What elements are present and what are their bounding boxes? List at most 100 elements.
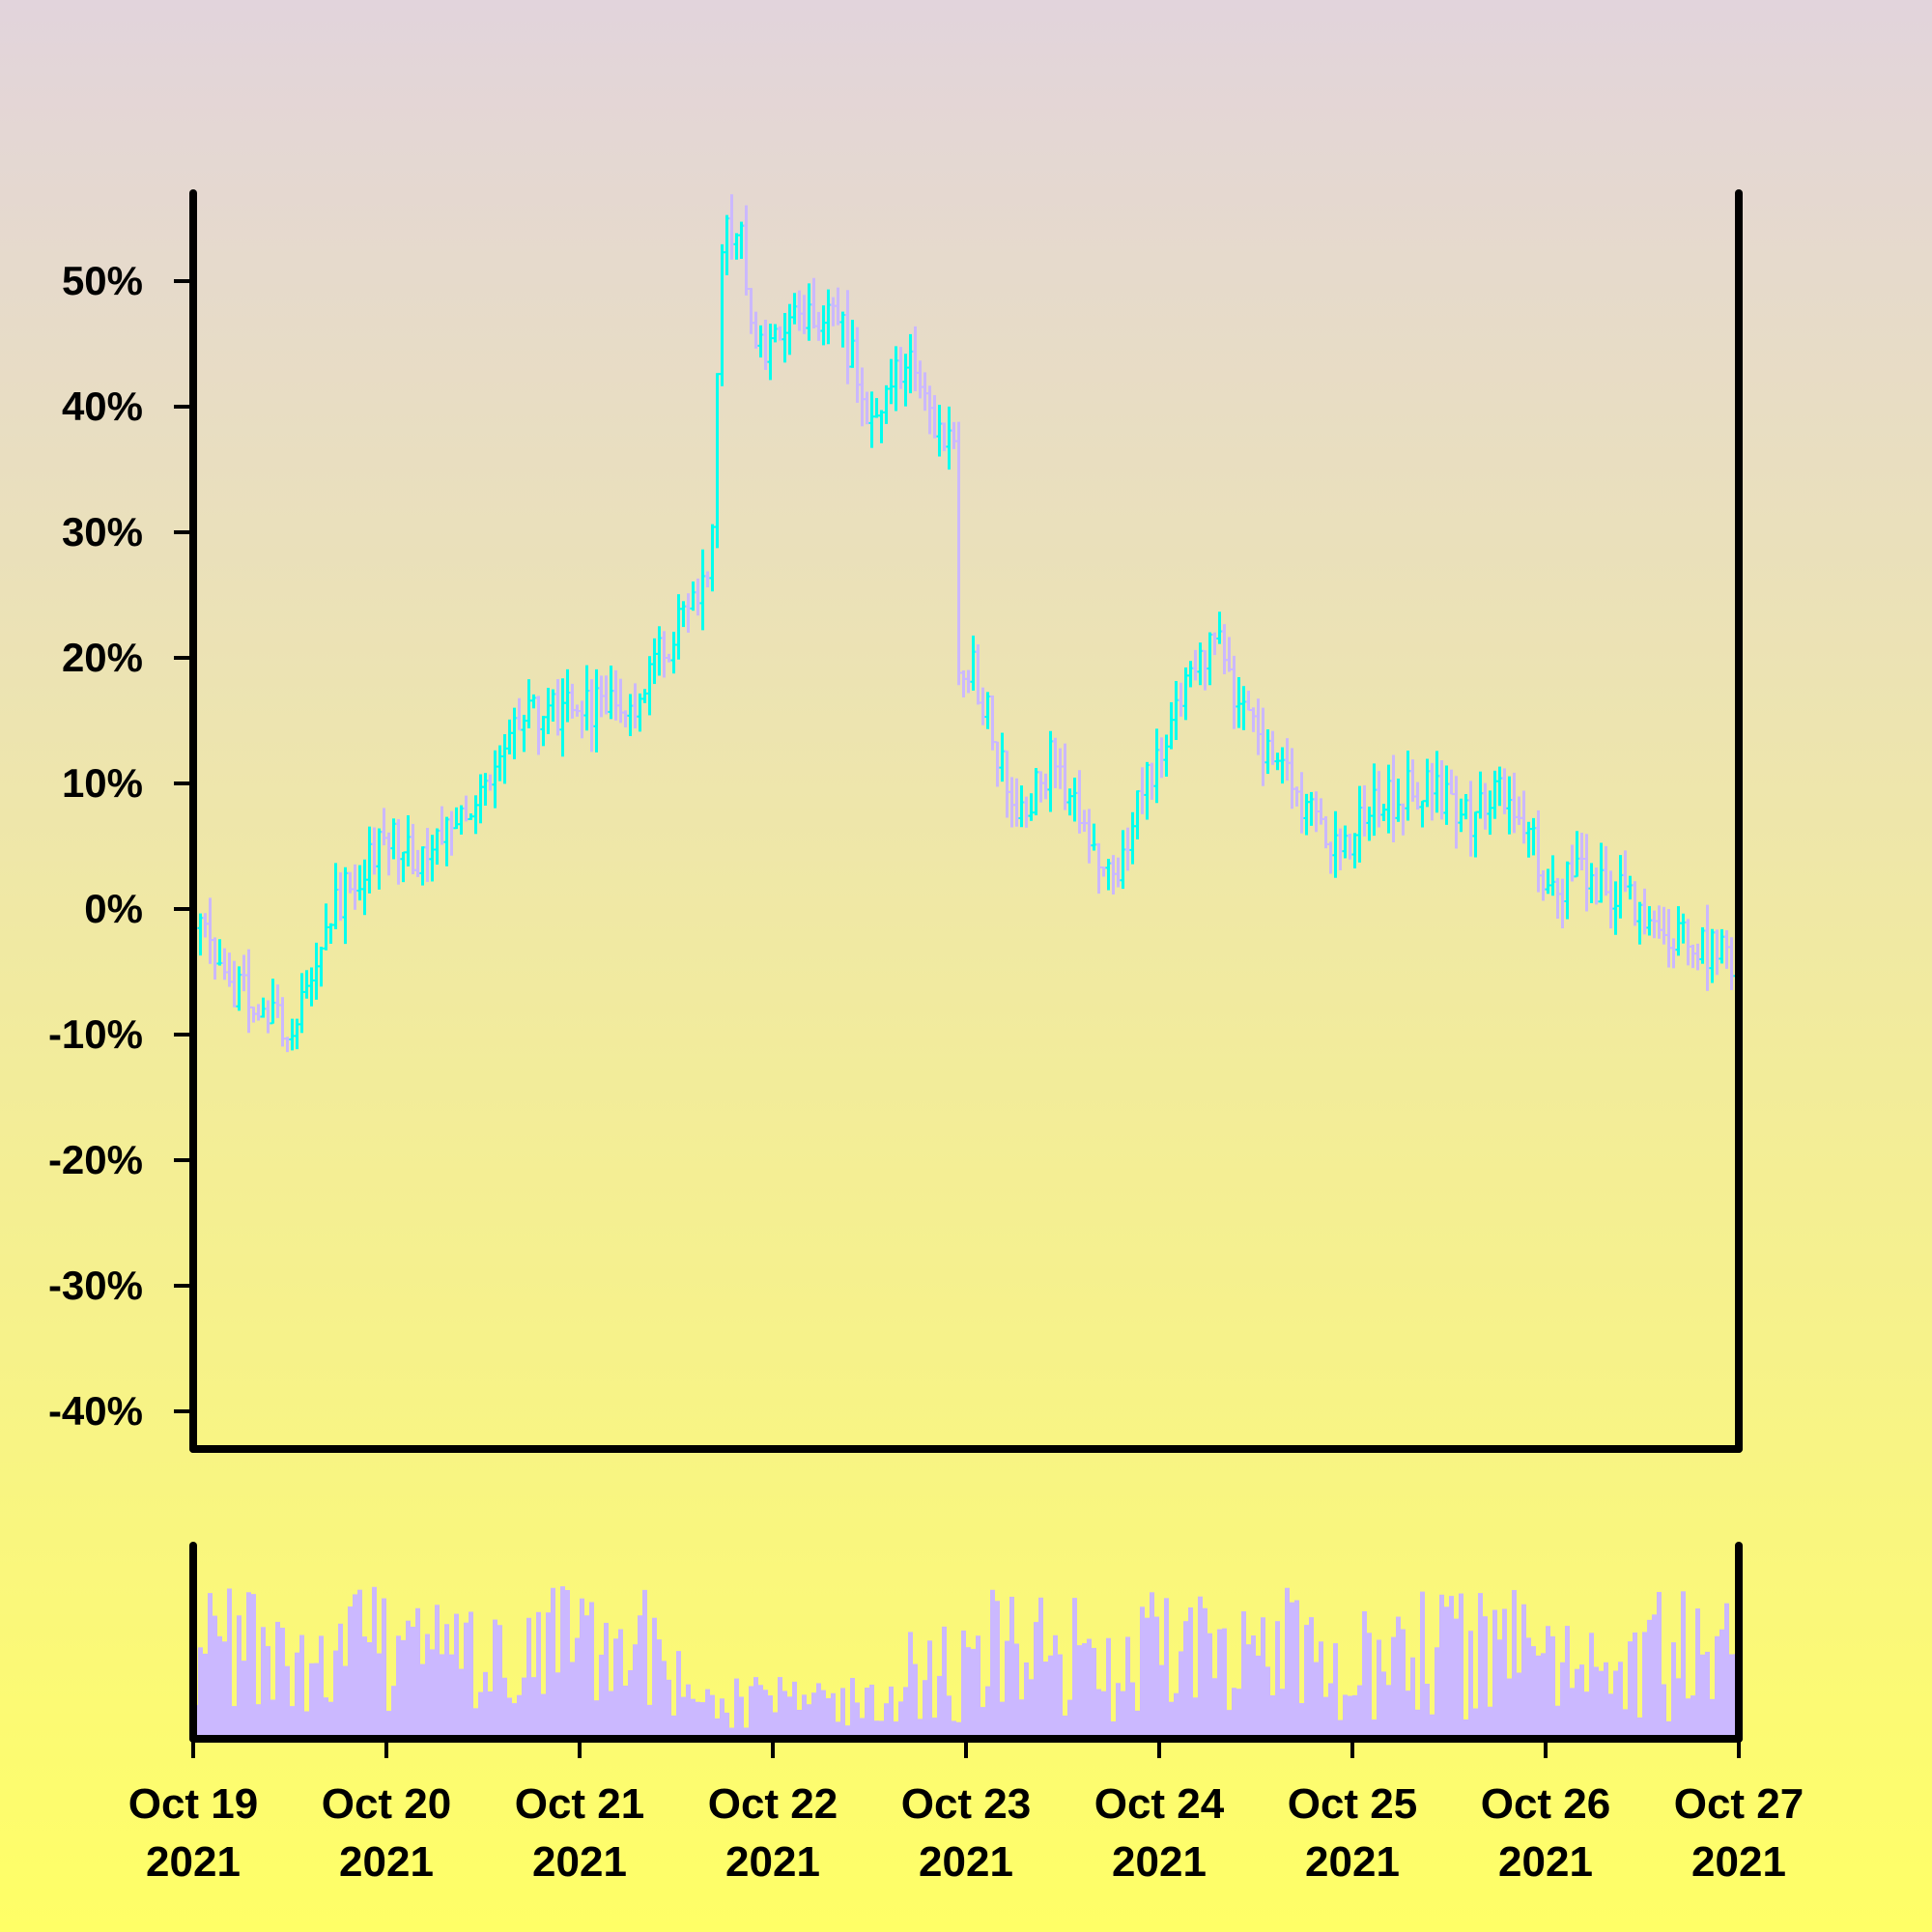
volume-bar [1642,1632,1647,1739]
volume-bar [1005,1640,1009,1739]
volume-bar [1265,1666,1270,1739]
volume-bar [1560,1662,1565,1739]
volume-bar [1686,1698,1690,1739]
volume-bar [198,1647,203,1739]
volume-bar [1280,1689,1285,1739]
volume-bar [1212,1678,1217,1739]
volume-bar [1072,1598,1077,1739]
volume-bar [952,1720,956,1739]
volume-bar [753,1677,758,1739]
volume-bar [1536,1655,1541,1739]
volume-bar [1067,1699,1072,1739]
volume-bar [1671,1642,1676,1739]
volume-bar [517,1694,522,1739]
volume-bar [232,1706,237,1739]
volume-bar [947,1695,952,1739]
volume-bar [440,1654,444,1739]
volume-bar [686,1684,691,1739]
volume-bar [488,1690,493,1739]
volume-bar [884,1703,889,1739]
volume-bar [1063,1715,1067,1739]
volume-bar [932,1718,937,1739]
volume-bar [898,1701,903,1739]
volume-bar [642,1589,647,1739]
volume-bar [1570,1688,1575,1739]
volume-bar [1715,1635,1719,1739]
volume-bar [1087,1638,1092,1739]
volume-bar [1406,1690,1410,1739]
volume-bar [676,1651,681,1739]
volume-bar [589,1602,594,1739]
volume-bar [850,1678,855,1739]
volume-bar [1377,1639,1381,1739]
volume-bar [1319,1641,1323,1739]
volume-bar [415,1607,420,1739]
volume-bar [1150,1592,1154,1739]
volume-bar [1666,1720,1671,1739]
volume-bar [1270,1694,1275,1739]
volume-bar [1053,1634,1058,1739]
volume-bar [444,1624,449,1739]
volume-bar [1227,1710,1232,1739]
x-tick-label-year: 2021 [1691,1838,1786,1886]
y-tick-label: -30% [48,1263,143,1308]
volume-bar [1681,1591,1686,1739]
volume-bar [831,1692,836,1739]
volume-bar [744,1727,749,1739]
volume-bar [720,1698,724,1739]
volume-bar [1130,1682,1135,1739]
volume-bar [787,1696,792,1739]
volume-bar [1541,1653,1546,1739]
volume-bar [758,1685,763,1739]
volume-bar [1101,1690,1106,1739]
volume-bar [377,1653,382,1739]
volume-bar [411,1626,415,1739]
volume-bar [270,1699,275,1739]
volume-bar [357,1589,362,1739]
volume-bar [1309,1617,1314,1739]
volume-bar [1343,1694,1348,1739]
volume-bar [705,1689,710,1739]
volume-bar [667,1679,671,1739]
volume-bar [618,1629,623,1739]
volume-bar [435,1605,440,1739]
volume-bar [328,1701,333,1739]
volume-bar [1000,1701,1005,1739]
volume-bar [565,1589,570,1739]
volume-bar [976,1635,980,1739]
volume-bar [541,1693,546,1739]
volume-bar [1261,1617,1265,1739]
x-tick-label-date: Oct 20 [322,1780,452,1828]
volume-bar [1584,1691,1589,1739]
volume-bar [1232,1688,1236,1739]
volume-bar [203,1653,208,1739]
volume-bar [372,1586,377,1739]
volume-bar [502,1677,507,1739]
volume-bar [1512,1589,1517,1739]
volume-bar [961,1630,966,1739]
volume-bar [1700,1654,1705,1739]
volume-bar [217,1635,222,1739]
volume-bar [1463,1719,1468,1739]
volume-bar [1193,1697,1198,1739]
volume-bar [227,1588,232,1739]
volume-bar [1116,1683,1121,1739]
volume-bar [1299,1703,1304,1739]
volume-bar [246,1592,251,1739]
volume-bar [1222,1628,1227,1739]
volume-bar [1492,1609,1497,1739]
volume-bar [1314,1662,1319,1739]
volume-bar [1024,1662,1029,1739]
volume-bar [918,1719,923,1739]
volume-bar [802,1694,807,1739]
y-tick-label: 50% [62,258,143,303]
volume-bar [1251,1635,1256,1739]
volume-bar [1497,1639,1502,1739]
volume-bar [1531,1646,1536,1739]
y-tick-label: -20% [48,1137,143,1182]
volume-bar [1618,1662,1623,1739]
volume-bar [362,1636,367,1739]
volume-bar [1328,1683,1333,1739]
volume-bar [1589,1633,1594,1739]
y-tick-label: 0% [84,886,143,931]
